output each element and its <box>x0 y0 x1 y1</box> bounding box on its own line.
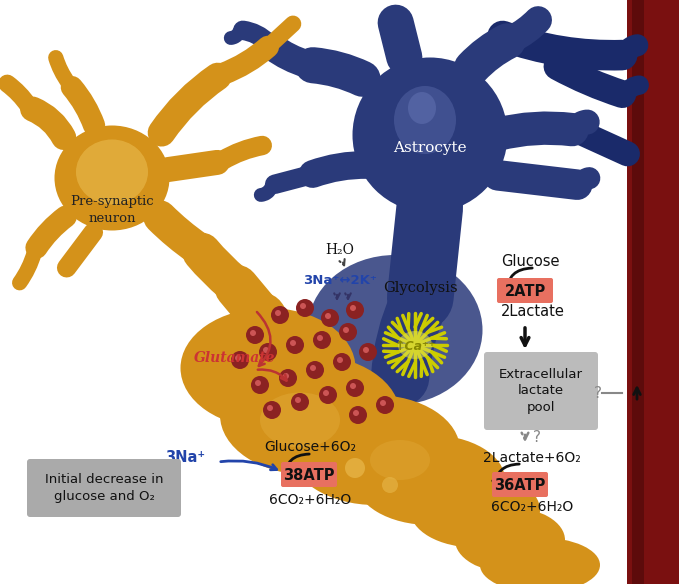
Text: 2Lactate: 2Lactate <box>501 304 565 319</box>
Ellipse shape <box>455 507 565 572</box>
Circle shape <box>346 379 364 397</box>
Circle shape <box>346 301 364 319</box>
Circle shape <box>246 326 264 344</box>
Circle shape <box>279 369 297 387</box>
Text: Astrocyte: Astrocyte <box>393 141 467 155</box>
Circle shape <box>310 365 316 371</box>
Circle shape <box>263 401 281 419</box>
Text: 6CO₂+6H₂O: 6CO₂+6H₂O <box>269 493 351 507</box>
Text: Pre-synaptic
neuron: Pre-synaptic neuron <box>70 196 154 224</box>
Circle shape <box>296 299 314 317</box>
Ellipse shape <box>353 57 508 213</box>
Circle shape <box>343 327 349 333</box>
Circle shape <box>263 347 269 353</box>
Text: 3Na⁺: 3Na⁺ <box>165 450 205 465</box>
Ellipse shape <box>181 308 356 428</box>
Text: Initial decrease in
glucose and O₂: Initial decrease in glucose and O₂ <box>45 473 163 503</box>
Circle shape <box>337 357 343 363</box>
Circle shape <box>359 343 377 361</box>
Ellipse shape <box>355 435 505 525</box>
Circle shape <box>339 323 357 341</box>
Circle shape <box>306 361 324 379</box>
Ellipse shape <box>307 255 482 405</box>
Ellipse shape <box>260 392 340 447</box>
Circle shape <box>286 336 304 354</box>
Text: 2ATP: 2ATP <box>505 283 545 298</box>
Ellipse shape <box>220 355 400 475</box>
Circle shape <box>313 331 331 349</box>
Circle shape <box>345 458 365 478</box>
Text: ?: ? <box>594 385 602 401</box>
FancyBboxPatch shape <box>281 462 337 487</box>
Ellipse shape <box>410 472 540 548</box>
Circle shape <box>290 340 296 346</box>
Ellipse shape <box>290 395 460 505</box>
FancyBboxPatch shape <box>627 0 679 584</box>
Circle shape <box>255 380 261 386</box>
FancyBboxPatch shape <box>632 0 644 584</box>
Ellipse shape <box>394 86 456 154</box>
Circle shape <box>231 351 249 369</box>
Circle shape <box>295 397 301 403</box>
Circle shape <box>267 405 273 411</box>
Text: Glucose: Glucose <box>500 255 559 269</box>
Circle shape <box>250 330 256 336</box>
Circle shape <box>380 400 386 406</box>
FancyBboxPatch shape <box>484 352 598 430</box>
Text: H₂O: H₂O <box>326 243 354 257</box>
Ellipse shape <box>480 537 600 584</box>
Text: 3Na⁺↔2K⁺: 3Na⁺↔2K⁺ <box>303 273 377 287</box>
Circle shape <box>323 390 329 396</box>
Text: 36ATP: 36ATP <box>494 478 546 492</box>
FancyBboxPatch shape <box>492 472 548 497</box>
FancyBboxPatch shape <box>27 459 181 517</box>
Ellipse shape <box>55 126 169 231</box>
Circle shape <box>259 343 277 361</box>
Circle shape <box>353 410 359 416</box>
Circle shape <box>333 353 351 371</box>
Circle shape <box>291 393 309 411</box>
Circle shape <box>283 373 289 379</box>
Text: 6CO₂+6H₂O: 6CO₂+6H₂O <box>491 500 573 514</box>
Circle shape <box>376 396 394 414</box>
Ellipse shape <box>76 140 148 204</box>
Ellipse shape <box>408 92 436 124</box>
Circle shape <box>349 406 367 424</box>
Circle shape <box>319 386 337 404</box>
Circle shape <box>350 305 356 311</box>
Circle shape <box>382 477 398 493</box>
Text: Glucose+6O₂: Glucose+6O₂ <box>264 440 356 454</box>
Text: ?: ? <box>533 429 541 444</box>
Ellipse shape <box>398 331 432 359</box>
Text: Glycolysis: Glycolysis <box>383 281 457 295</box>
Circle shape <box>325 313 331 319</box>
Circle shape <box>275 310 281 316</box>
Circle shape <box>300 303 306 309</box>
Circle shape <box>363 347 369 353</box>
Text: Glutamate: Glutamate <box>195 351 276 365</box>
Circle shape <box>251 376 269 394</box>
Circle shape <box>350 383 356 389</box>
FancyBboxPatch shape <box>497 278 553 303</box>
Text: 2Lactate+6O₂: 2Lactate+6O₂ <box>483 451 581 465</box>
Circle shape <box>317 335 323 341</box>
Circle shape <box>271 306 289 324</box>
Ellipse shape <box>370 440 430 480</box>
Text: ↑Ca⁺⁺: ↑Ca⁺⁺ <box>394 340 435 353</box>
Text: 38ATP: 38ATP <box>284 468 335 482</box>
Text: Extracellular
lactate
pool: Extracellular lactate pool <box>499 367 583 415</box>
Circle shape <box>235 355 241 361</box>
Circle shape <box>321 309 339 327</box>
